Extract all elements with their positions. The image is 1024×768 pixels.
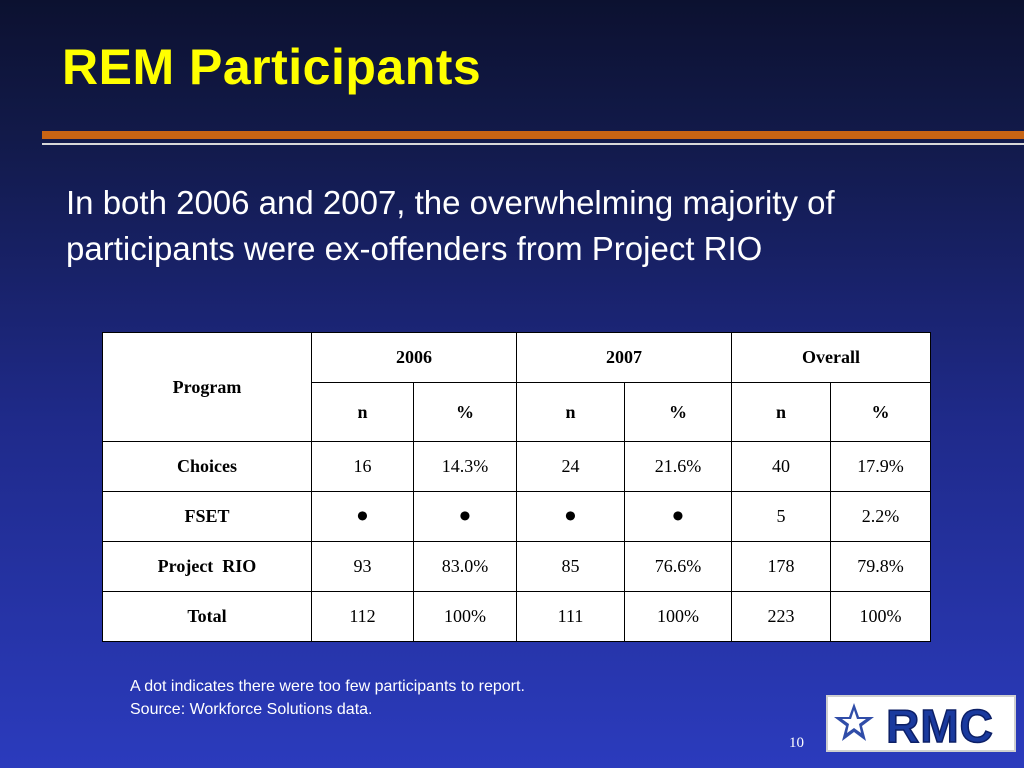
row-label: Choices bbox=[102, 441, 312, 492]
table-cell: 100% bbox=[413, 591, 517, 642]
slide-title: REM Participants bbox=[62, 39, 482, 95]
participants-table: Program 2006 2007 Overall n % n % n % Ch… bbox=[102, 332, 932, 642]
table-cell: 100% bbox=[829, 591, 932, 642]
table-cell: 79.8% bbox=[829, 541, 932, 592]
table-row: Choices 16 14.3% 24 21.6% 40 17.9% bbox=[102, 441, 932, 492]
subheader-n: n bbox=[516, 382, 625, 442]
table-cell: 2.2% bbox=[829, 491, 932, 542]
suppressed-dot: • bbox=[413, 491, 517, 542]
suppressed-dot: • bbox=[311, 491, 414, 542]
subheader-percent: % bbox=[413, 382, 517, 442]
footnote-dot-note: A dot indicates there were too few parti… bbox=[130, 678, 525, 695]
rmc-logo: RMC bbox=[826, 695, 1016, 753]
table-cell: 40 bbox=[731, 441, 831, 492]
title-divider-thin bbox=[42, 143, 1024, 145]
year-header-2007: 2007 bbox=[516, 332, 732, 383]
table-row: Project RIO 93 83.0% 85 76.6% 178 79.8% bbox=[102, 541, 932, 592]
table-cell: 83.0% bbox=[413, 541, 517, 592]
subheader-percent: % bbox=[829, 382, 932, 442]
row-label: FSET bbox=[102, 491, 312, 542]
year-header-overall: Overall bbox=[730, 332, 932, 383]
row-label: Total bbox=[102, 591, 312, 642]
row-label: Project RIO bbox=[102, 541, 312, 592]
table-cell: 85 bbox=[516, 541, 625, 592]
subheader-n: n bbox=[311, 382, 414, 442]
table-subheader-row: n % n % n % bbox=[103, 382, 932, 442]
suppressed-dot: • bbox=[624, 491, 732, 542]
body-text: In both 2006 and 2007, the overwhelming … bbox=[66, 184, 835, 267]
logo-text: RMC bbox=[886, 700, 994, 750]
year-header-2006: 2006 bbox=[311, 332, 517, 383]
table-cell: 178 bbox=[731, 541, 831, 592]
table-cell: 16 bbox=[311, 441, 414, 492]
subheader-percent: % bbox=[624, 382, 732, 442]
page-number: 10 bbox=[789, 735, 804, 751]
table-cell: 5 bbox=[731, 491, 831, 542]
table-cell: 100% bbox=[624, 591, 732, 642]
table-cell: 17.9% bbox=[829, 441, 932, 492]
table-cell: 93 bbox=[311, 541, 414, 592]
suppressed-dot: • bbox=[516, 491, 625, 542]
table-cell: 112 bbox=[311, 591, 414, 642]
program-header: Program bbox=[102, 332, 312, 442]
table-row: FSET • • • • 5 2.2% bbox=[102, 491, 932, 542]
title-divider-orange bbox=[42, 131, 1024, 139]
table-cell: 111 bbox=[516, 591, 625, 642]
rmc-logo-graphic: RMC bbox=[834, 699, 994, 753]
table-row: Total 112 100% 111 100% 223 100% bbox=[102, 591, 932, 642]
subheader-n: n bbox=[731, 382, 831, 442]
table-cell: 76.6% bbox=[624, 541, 732, 592]
footnote: A dot indicates there were too few parti… bbox=[130, 675, 525, 721]
table-header-row: Program 2006 2007 Overall bbox=[102, 332, 932, 442]
table-cell: 14.3% bbox=[413, 441, 517, 492]
table-cell: 223 bbox=[731, 591, 831, 642]
table-cell: 21.6% bbox=[624, 441, 732, 492]
footnote-source: Source: Workforce Solutions data. bbox=[130, 701, 373, 718]
table-cell: 24 bbox=[516, 441, 625, 492]
